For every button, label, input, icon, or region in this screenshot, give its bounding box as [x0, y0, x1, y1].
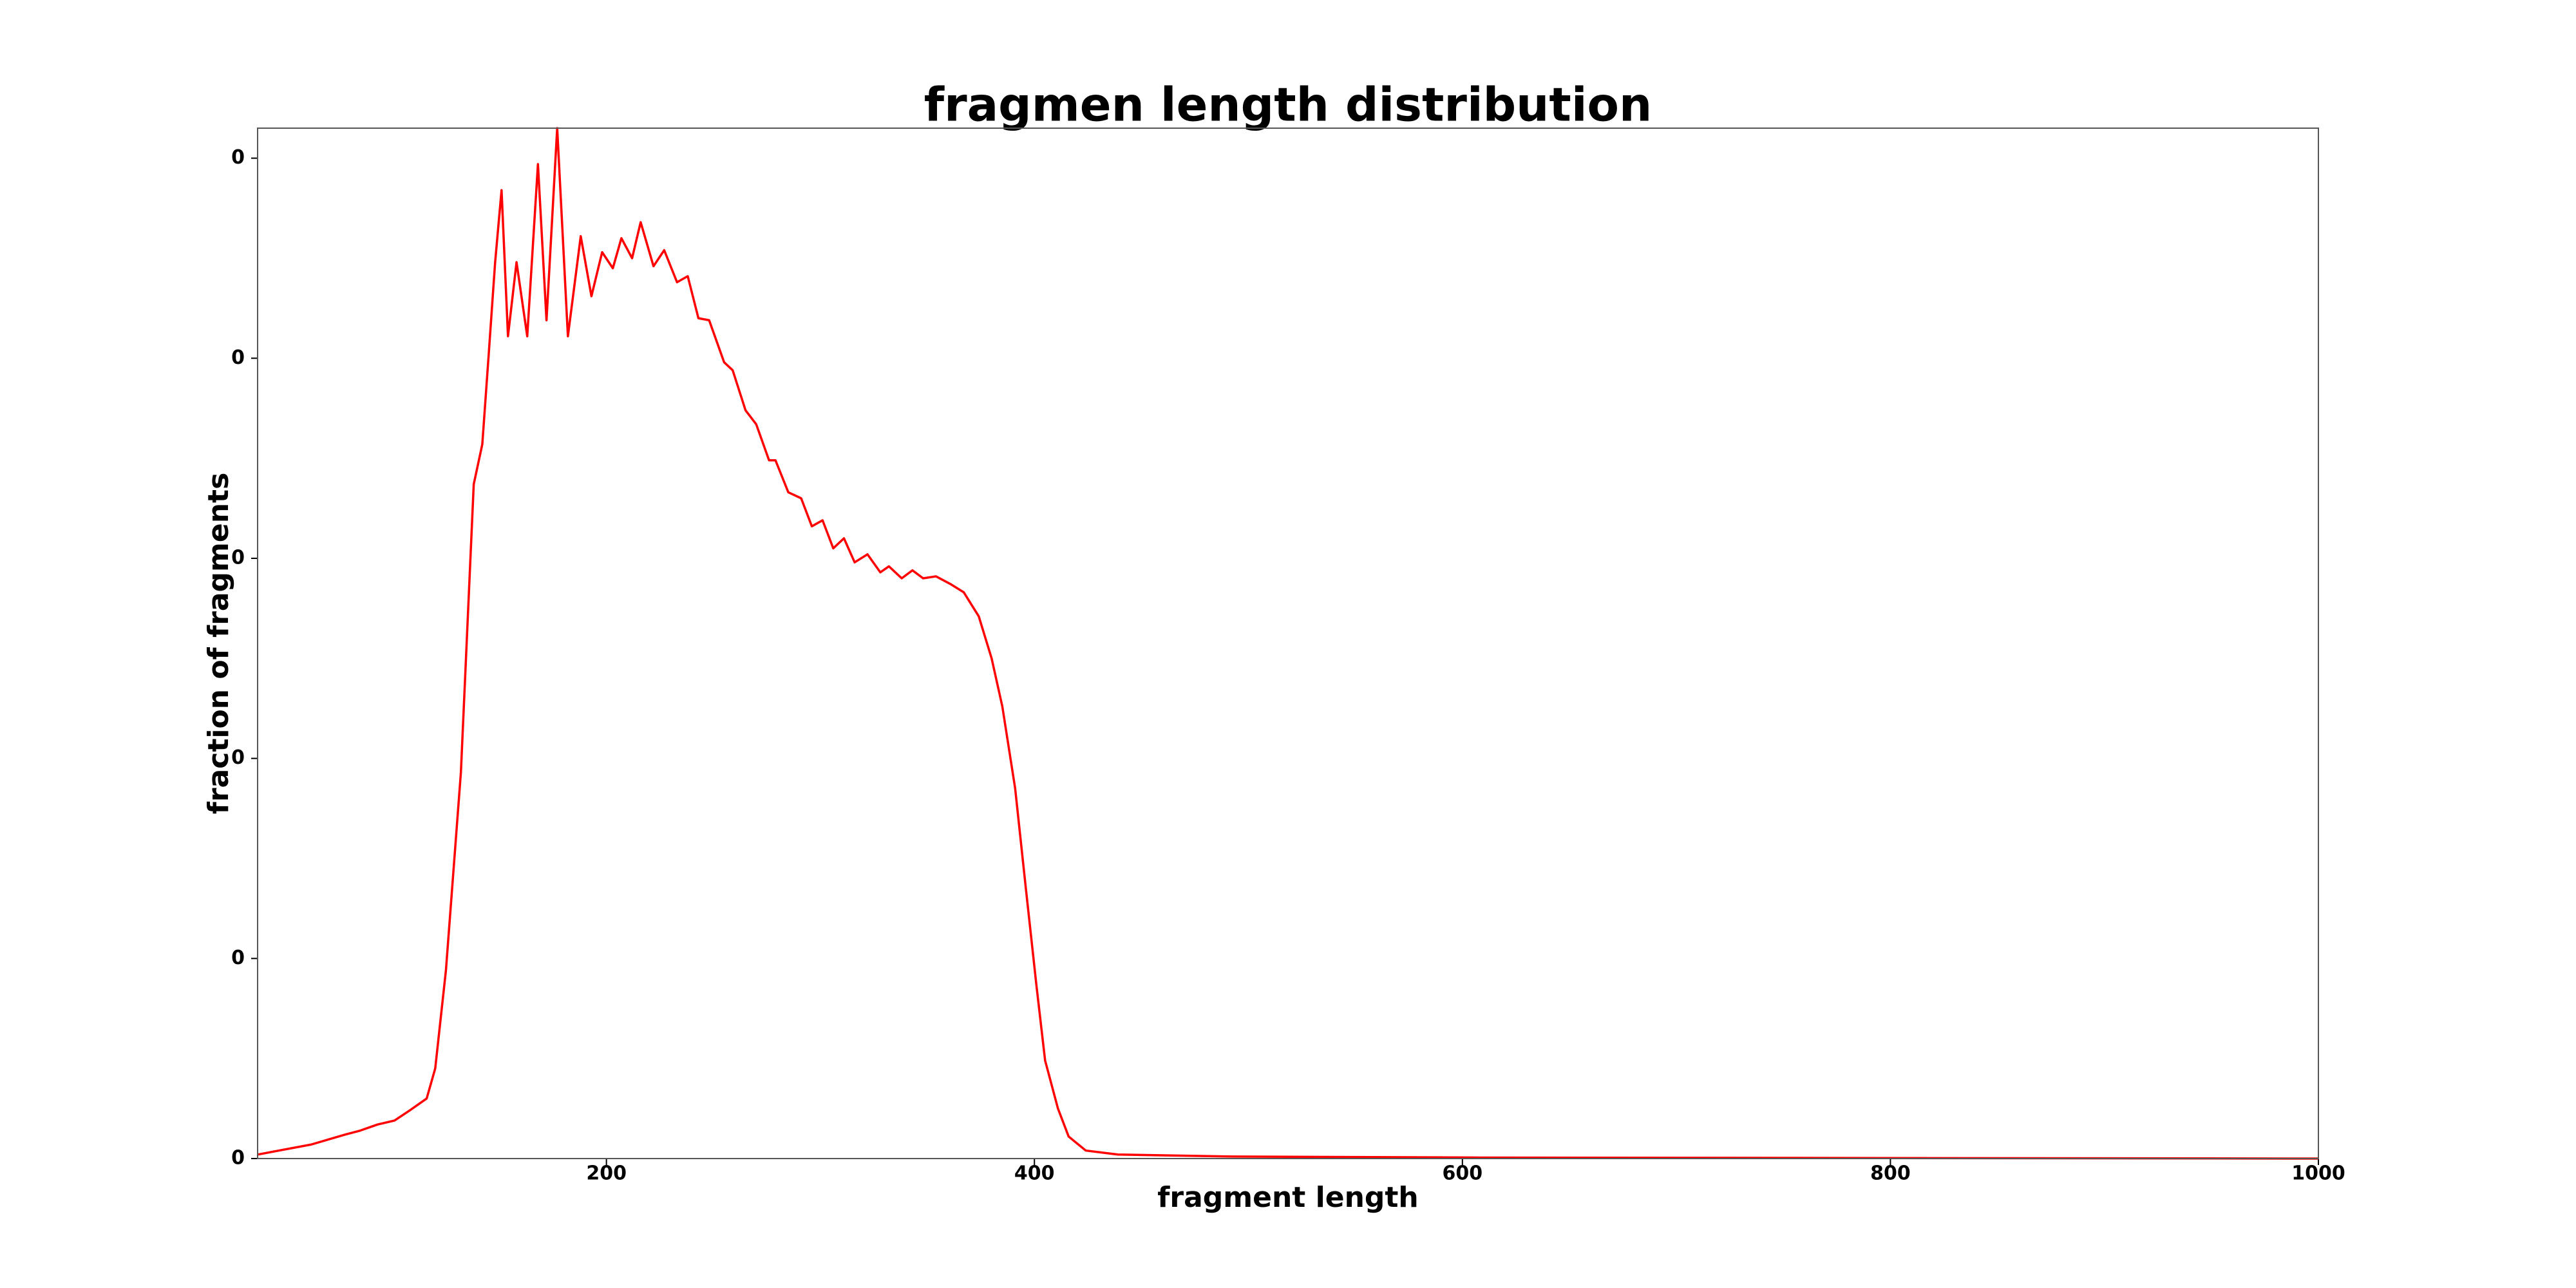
x-tick-label: 1000: [2291, 1162, 2345, 1185]
y-tick-label: 0: [231, 947, 245, 969]
x-tick-label: 400: [1014, 1162, 1055, 1185]
plot-frame: [257, 128, 2319, 1159]
y-axis-label: fraction of fragments: [202, 473, 235, 815]
x-tick-label: 600: [1443, 1162, 1483, 1185]
x-tick-label: 200: [586, 1162, 627, 1185]
chart-title: fragmen length distribution: [924, 78, 1652, 132]
y-tick-label: 0: [231, 546, 245, 569]
y-tick-label: 0: [231, 746, 245, 769]
y-tick-label: 0: [231, 146, 245, 169]
x-axis-label: fragment length: [1157, 1181, 1419, 1214]
data-line: [257, 127, 2319, 1160]
y-tick-label: 0: [231, 1147, 245, 1170]
y-tick-label: 0: [231, 346, 245, 369]
x-tick-label: 800: [1870, 1162, 1911, 1185]
